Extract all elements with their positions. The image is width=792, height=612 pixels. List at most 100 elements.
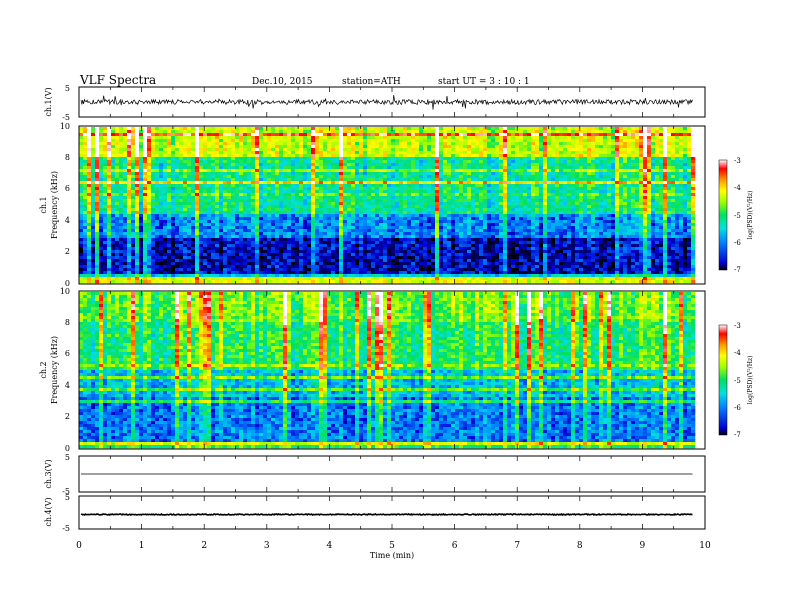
ch1-spectrogram-cell <box>283 235 288 239</box>
ch1-spectrogram-cell <box>79 190 84 194</box>
ch1-spectrogram-cell <box>383 142 388 146</box>
ch1-spectrogram-cell <box>315 244 320 248</box>
ch1-spectrogram-cell <box>235 127 240 131</box>
ch1-spectrogram-cell <box>243 253 248 257</box>
ch1-spectrogram-cell <box>123 133 128 137</box>
ch1-spectrogram-cell <box>399 205 404 209</box>
ch1-spectrogram-cell <box>367 208 372 212</box>
ch1-spectrogram-cell <box>163 169 168 173</box>
ch1-spectrogram-cell <box>359 166 364 170</box>
ch1-spectrogram-cell <box>231 217 236 221</box>
ch1-spectrogram-cell <box>419 232 424 236</box>
ch1-spectrogram-cell <box>399 163 404 167</box>
ch1-spectrogram-cell <box>283 199 288 203</box>
ch1-spectrogram-cell <box>83 172 88 176</box>
ch1-spectrogram-cell <box>263 169 268 173</box>
ch1-spectrogram-cell <box>263 280 268 284</box>
ch1-spectrogram-cell <box>427 280 432 284</box>
ch1-spectrogram-cell <box>295 250 300 254</box>
ch1-spectrogram-cell <box>215 169 220 173</box>
ch1-spectrogram-cell <box>431 250 436 254</box>
ch1-spectrogram-cell <box>251 136 256 140</box>
ch1-spectrogram-cell <box>399 142 404 146</box>
ch1-spectrogram-cell <box>363 271 368 275</box>
ch1-spectrogram-cell <box>247 241 252 245</box>
ch1-spectrogram-cell <box>87 277 92 281</box>
ch1-spectrogram-cell <box>259 166 264 170</box>
ch1-spectrogram-cell <box>291 139 296 143</box>
ch1-spectrogram-cell <box>279 262 284 266</box>
ch1-spectrogram-cell <box>315 271 320 275</box>
ch1-spectrogram-cell <box>79 160 84 164</box>
ch1-spectrogram-cell <box>159 202 164 206</box>
ch1-spectrogram-cell <box>435 205 440 209</box>
ch1-spectrogram-cell <box>351 199 356 203</box>
ch1-spectrogram-cell <box>79 250 84 254</box>
ch1-spectrogram-cell <box>399 217 404 221</box>
ch1-spectrogram-cell <box>427 157 432 161</box>
ch1-spectrogram-cell <box>359 154 364 158</box>
ch1-spectrogram-cell <box>271 172 276 176</box>
ch1-spectrogram-cell <box>311 142 316 146</box>
ch1-spectrogram-cell <box>131 163 136 167</box>
ch1-spectrogram-cell <box>179 166 184 170</box>
ch1-spectrogram-cell <box>427 223 432 227</box>
ch1-spectrogram-cell <box>447 196 452 200</box>
ch1-spectrogram-cell <box>251 160 256 164</box>
ch1-spectrogram-cell <box>251 154 256 158</box>
ch1-spectrogram-cell <box>343 274 348 278</box>
ch1-spectrogram-cell <box>427 247 432 251</box>
ch1-spectrogram-cell <box>163 136 168 140</box>
ch1-spectrogram-cell <box>99 220 104 224</box>
ch1-spectrogram-cell <box>443 277 448 281</box>
ch1-spectrogram-cell <box>407 193 412 197</box>
ch1-spectrogram-cell <box>363 160 368 164</box>
ch1-spectrogram-cell <box>271 178 276 182</box>
ch1-spectrogram-cell <box>175 280 180 284</box>
ch1-spectrogram-cell <box>323 208 328 212</box>
ch1-spectrogram-cell <box>151 250 156 254</box>
ch1-spectrogram-cell <box>439 208 444 212</box>
ch1-spectrogram-cell <box>415 190 420 194</box>
ch1-spectrogram-cell <box>299 172 304 176</box>
ch1-spectrogram-cell <box>107 178 112 182</box>
ch1-spectrogram-cell <box>287 262 292 266</box>
ch1-spectrogram-cell <box>287 253 292 257</box>
ch1-spectrogram-cell <box>175 130 180 134</box>
ch1-spectrogram-cell <box>335 232 340 236</box>
ch1-spectrogram-cell <box>139 262 144 266</box>
ch1-spectrogram-cell <box>187 163 192 167</box>
ch1-spectrogram-cell <box>431 223 436 227</box>
ch1-spectrogram-cell <box>127 250 132 254</box>
ch1-spectrogram-cell <box>367 142 372 146</box>
ch1-spectrogram-cell <box>391 220 396 224</box>
ch1-spectrogram-cell <box>255 202 260 206</box>
ch1-spectrogram-cell <box>379 187 384 191</box>
ch1-spectrogram-cell <box>79 244 84 248</box>
ch1-spectrogram-cell <box>347 268 352 272</box>
ch1-spectrogram-cell <box>427 214 432 218</box>
ch1-spectrogram-cell <box>291 160 296 164</box>
ch1-spectrogram-cell <box>151 262 156 266</box>
ch1-spectrogram-cell <box>383 139 388 143</box>
ch1-spectrogram-cell <box>379 247 384 251</box>
ch1-spectrogram-cell <box>139 247 144 251</box>
ch1-spectrogram-cell <box>283 190 288 194</box>
ch1-spectrogram-cell <box>203 280 208 284</box>
ch1-spectrogram-cell <box>271 154 276 158</box>
ch1-spectrogram-cell <box>155 154 160 158</box>
ch1-spectrogram-cell <box>339 226 344 230</box>
ch1-spectrogram-cell <box>427 250 432 254</box>
ch1-spectrogram-cell <box>191 217 196 221</box>
ch1-spectrogram-cell <box>211 241 216 245</box>
ch1-spectrogram-cell <box>179 142 184 146</box>
ch1-spectrogram-cell <box>99 172 104 176</box>
ch1-spectrogram-cell <box>211 178 216 182</box>
ch1-spectrogram-cell <box>207 274 212 278</box>
ch1-spectrogram-cell <box>259 169 264 173</box>
ch1-spectrogram-cell <box>243 211 248 215</box>
ch1-spectrogram-cell <box>271 127 276 131</box>
ch1-spectrogram-cell <box>339 175 344 179</box>
ch1-spectrogram-cell <box>375 214 380 218</box>
ch1-spectrogram-cell <box>159 226 164 230</box>
